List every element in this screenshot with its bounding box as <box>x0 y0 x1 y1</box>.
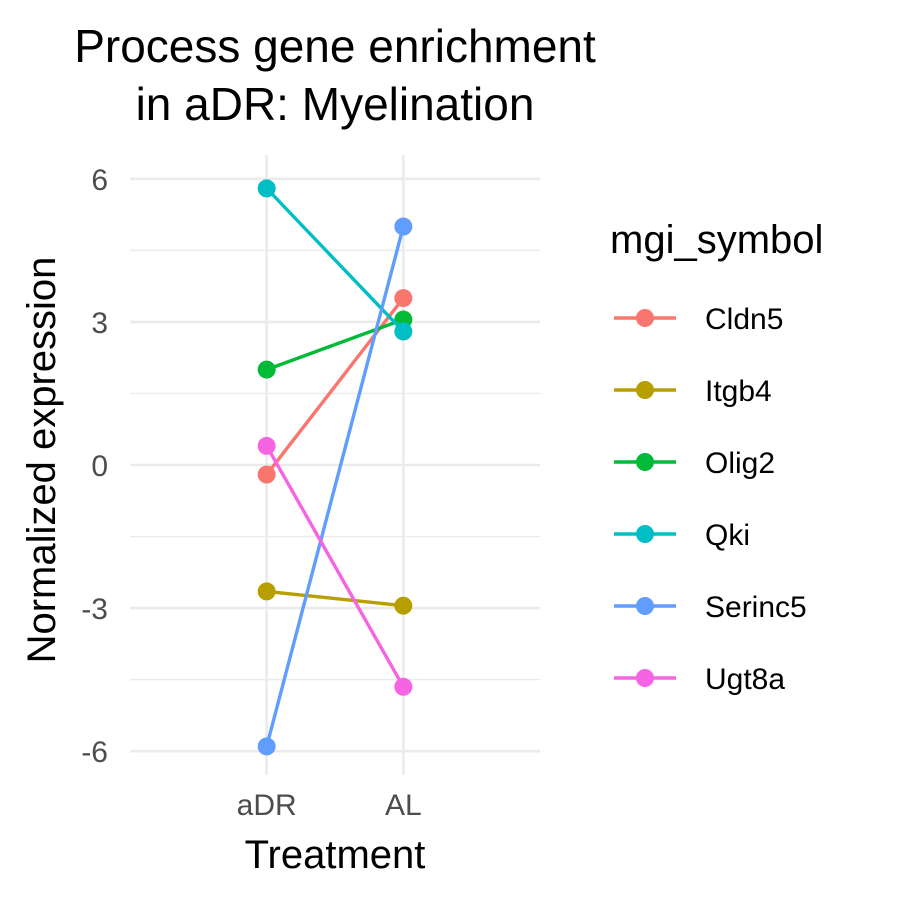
legend-label: Olig2 <box>705 447 775 480</box>
x-axis-ticks: aDR AL <box>237 789 422 822</box>
plot-series <box>258 179 413 755</box>
series-line <box>267 591 404 605</box>
y-axis-ticks: -6 -3 0 3 6 <box>81 164 108 769</box>
legend-key-point <box>636 453 654 471</box>
chart-title-line-2: in aDR: Myelination <box>136 78 535 130</box>
series-ugt8a <box>258 437 413 696</box>
legend-item: Qki <box>614 519 750 552</box>
legend-item: Ugt8a <box>614 663 785 696</box>
series-line <box>267 320 404 370</box>
legend-label: Serinc5 <box>705 591 807 624</box>
legend-title: mgi_symbol <box>610 218 823 262</box>
series-line <box>267 227 404 747</box>
legend-label: Qki <box>705 519 750 552</box>
legend-key-point <box>636 525 654 543</box>
legend-item: Itgb4 <box>614 375 772 408</box>
plot-grid <box>130 155 540 775</box>
legend-key-point <box>636 381 654 399</box>
series-line <box>267 298 404 474</box>
data-point <box>258 737 276 755</box>
y-tick-label: -6 <box>81 736 108 769</box>
series-itgb4 <box>258 582 413 614</box>
x-tick-label: aDR <box>237 789 297 822</box>
legend-item: Olig2 <box>614 447 775 480</box>
y-axis-title: Normalized expression <box>20 257 64 664</box>
legend-label: Itgb4 <box>705 375 772 408</box>
y-tick-label: 6 <box>91 164 108 197</box>
data-point <box>394 218 412 236</box>
data-point <box>258 179 276 197</box>
legend-label: Ugt8a <box>705 663 785 696</box>
legend: mgi_symbol Cldn5 Itgb4 Olig2 Qki Serinc5 Ugt8… <box>610 218 823 696</box>
data-point <box>258 466 276 484</box>
series-serinc5 <box>258 218 413 756</box>
legend-label: Cldn5 <box>705 303 783 336</box>
x-axis-title: Treatment <box>245 833 426 877</box>
legend-item: Serinc5 <box>614 591 807 624</box>
x-tick-label: AL <box>385 789 422 822</box>
legend-item: Cldn5 <box>614 303 783 336</box>
chart-title-line-1: Process gene enrichment <box>74 20 596 72</box>
y-tick-label: -3 <box>81 593 108 626</box>
data-point <box>394 322 412 340</box>
legend-key-point <box>636 309 654 327</box>
data-point <box>258 361 276 379</box>
data-point <box>394 597 412 615</box>
legend-key-point <box>636 669 654 687</box>
y-tick-label: 0 <box>91 450 108 483</box>
y-tick-label: 3 <box>91 307 108 340</box>
data-point <box>394 678 412 696</box>
data-point <box>258 437 276 455</box>
series-qki <box>258 179 413 340</box>
legend-key-point <box>636 597 654 615</box>
data-point <box>258 582 276 600</box>
data-point <box>394 289 412 307</box>
